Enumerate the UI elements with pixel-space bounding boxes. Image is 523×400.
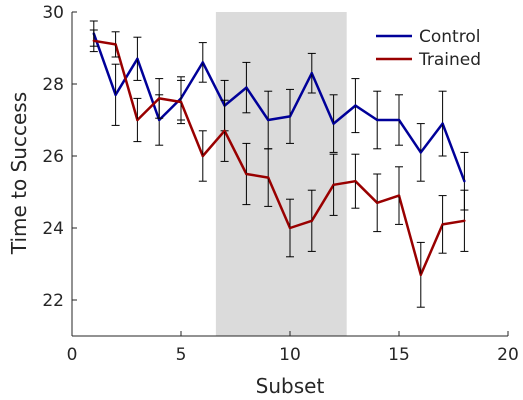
data-point (92, 39, 96, 42)
data-point (288, 226, 292, 230)
x-tick-label: 5 (176, 345, 187, 365)
y-tick-label: 22 (42, 291, 64, 311)
series-line-control (92, 33, 466, 182)
y-tick-label: 26 (42, 147, 64, 167)
data-point (114, 93, 117, 97)
data-point (136, 118, 139, 122)
data-point (245, 172, 248, 176)
legend-label-trained: Trained (418, 50, 481, 70)
data-point (397, 118, 401, 122)
data-point (201, 154, 204, 158)
legend: Control Trained (376, 27, 481, 70)
x-tick-label: 0 (67, 345, 78, 365)
data-point (288, 115, 292, 118)
data-point (376, 118, 379, 122)
data-point (463, 219, 466, 222)
data-point (114, 43, 117, 46)
shaded-region (215, 12, 347, 336)
data-point (201, 61, 204, 64)
data-point (354, 104, 357, 107)
data-point (245, 86, 248, 89)
data-point (179, 100, 183, 104)
data-point (332, 122, 335, 125)
x-tick-label: 10 (279, 345, 301, 365)
y-axis-label: Time to Success (7, 92, 31, 255)
data-point (158, 97, 161, 100)
data-point (310, 219, 313, 222)
x-tick-label: 20 (497, 345, 519, 365)
x-tick-label: 15 (388, 345, 410, 365)
series-line-trained (93, 39, 465, 277)
data-point (158, 118, 161, 122)
x-axis-label: Subset (256, 374, 325, 398)
data-point (376, 201, 379, 204)
legend-label-control: Control (419, 27, 480, 47)
data-point (223, 129, 226, 132)
y-tick-label: 28 (42, 75, 64, 95)
data-point (332, 183, 335, 186)
data-point (310, 72, 313, 75)
data-point (441, 122, 444, 125)
data-point (419, 151, 422, 154)
data-point (441, 223, 444, 226)
data-point (136, 57, 139, 60)
y-tick-label: 24 (42, 219, 64, 239)
data-point (397, 194, 401, 197)
data-point (267, 118, 270, 122)
data-point (463, 180, 466, 183)
data-point (267, 176, 270, 179)
y-tick-label: 30 (42, 3, 64, 23)
data-point (354, 180, 357, 183)
data-point (419, 273, 422, 276)
